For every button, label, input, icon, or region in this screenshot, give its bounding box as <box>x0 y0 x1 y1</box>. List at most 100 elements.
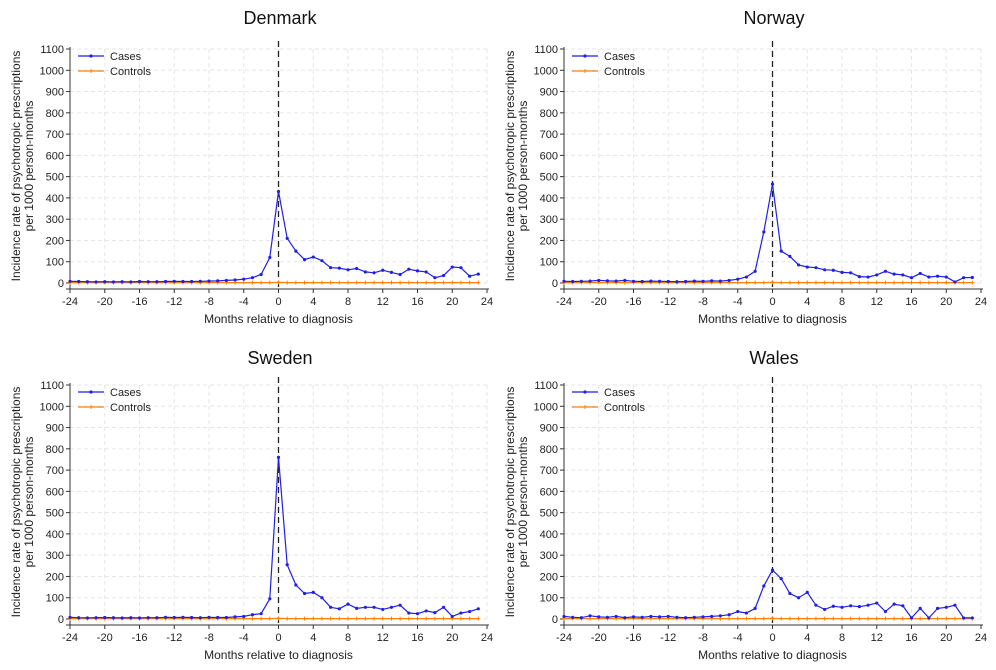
cases-point <box>840 605 844 609</box>
cases-point <box>120 616 124 620</box>
y-tick-label: 1100 <box>534 380 558 392</box>
cases-point <box>640 279 644 284</box>
cases-point <box>675 280 679 284</box>
x-tick-label: -8 <box>698 296 708 308</box>
controls-point <box>735 616 740 621</box>
x-tick-label: -20 <box>97 296 113 308</box>
cases-point <box>623 278 627 283</box>
cases-point <box>788 254 792 259</box>
cases-point <box>233 278 237 282</box>
cases-point <box>901 273 905 277</box>
y-tick-label: 0 <box>58 278 64 290</box>
cases-point <box>736 277 740 281</box>
cases-point <box>770 568 775 572</box>
controls-point <box>293 280 298 285</box>
controls-point <box>857 280 862 285</box>
x-axis-label: Months relative to diagnosis <box>204 648 353 662</box>
y-tick-label: 900 <box>46 87 64 99</box>
x-tick-label: 20 <box>940 296 952 308</box>
controls-point <box>883 280 888 285</box>
x-tick-label: 0 <box>769 632 775 644</box>
y-axis-label-line2: per 1000 person-months <box>516 437 530 568</box>
x-tick-label: 4 <box>804 296 810 308</box>
cases-point <box>77 616 81 620</box>
y-tick-label: 0 <box>58 614 64 626</box>
y-tick-label: 500 <box>46 172 64 184</box>
cases-point <box>796 263 801 267</box>
cases-point <box>614 614 618 619</box>
controls-point <box>840 280 844 285</box>
cases-point <box>372 271 376 275</box>
y-tick-label: 0 <box>552 614 558 626</box>
cases-point <box>329 266 333 270</box>
cases-point <box>962 276 966 280</box>
x-tick-label: 0 <box>275 632 281 644</box>
y-axis-label-line1: Incidence rate of psychotropic prescript… <box>9 51 23 282</box>
x-tick-label: -16 <box>626 632 642 644</box>
y-tick-label: 300 <box>540 214 558 226</box>
controls-point <box>372 616 377 621</box>
controls-point <box>276 616 281 621</box>
x-tick-label: -16 <box>132 296 148 308</box>
controls-point <box>441 280 446 285</box>
legend-cases-label: Cases <box>604 387 636 399</box>
cases-point <box>94 280 98 284</box>
controls-point <box>432 280 437 285</box>
x-tick-label: -12 <box>660 296 676 308</box>
controls-point <box>805 280 810 285</box>
cases-point <box>190 279 194 284</box>
cases-point <box>935 606 940 610</box>
y-tick-label: 200 <box>540 571 558 583</box>
cases-point <box>242 614 246 619</box>
controls-point <box>302 280 307 285</box>
controls-point <box>241 280 246 285</box>
cases-point <box>935 274 940 278</box>
controls-point <box>935 280 940 285</box>
cases-point <box>762 584 766 588</box>
cases-point <box>155 616 159 620</box>
cases-point <box>796 596 801 600</box>
cases-point <box>701 615 705 619</box>
cases-point <box>111 280 116 284</box>
x-axis-label: Months relative to diagnosis <box>204 312 353 326</box>
cases-point <box>675 615 679 619</box>
x-tick-label: -4 <box>239 632 249 644</box>
controls-point <box>744 280 749 285</box>
cases-point <box>718 614 722 618</box>
cases-point <box>268 597 272 601</box>
controls-point <box>944 616 949 621</box>
controls-point <box>389 616 394 621</box>
cases-point <box>172 279 176 283</box>
cases-point <box>381 268 385 272</box>
controls-point <box>250 616 255 621</box>
cases-point <box>562 614 566 619</box>
cases-point <box>823 268 827 272</box>
x-axis-label: Months relative to diagnosis <box>698 648 847 662</box>
cases-point <box>250 613 255 617</box>
cases-point <box>398 603 402 607</box>
cases-point <box>684 279 688 284</box>
cases-point <box>355 606 359 610</box>
cases-point <box>744 611 749 615</box>
cases-point <box>588 614 592 618</box>
chart-title: Wales <box>749 348 798 368</box>
x-tick-label: 0 <box>275 296 281 308</box>
x-tick-label: 16 <box>411 632 423 644</box>
y-axis-label-line1: Incidence rate of psychotropic prescript… <box>503 51 517 282</box>
controls-point <box>319 280 324 285</box>
controls-point <box>311 616 316 621</box>
cases-point <box>970 616 974 620</box>
controls-point <box>900 280 905 285</box>
x-tick-label: -20 <box>97 632 113 644</box>
cases-point <box>68 279 72 283</box>
cases-point <box>779 576 783 581</box>
cases-point <box>242 277 246 281</box>
x-tick-label: -20 <box>591 296 607 308</box>
cases-point <box>657 615 662 619</box>
y-tick-label: 900 <box>540 87 558 99</box>
x-tick-label: -8 <box>698 632 708 644</box>
controls-point <box>822 616 827 621</box>
y-tick-label: 400 <box>46 529 64 541</box>
controls-point <box>259 616 264 621</box>
